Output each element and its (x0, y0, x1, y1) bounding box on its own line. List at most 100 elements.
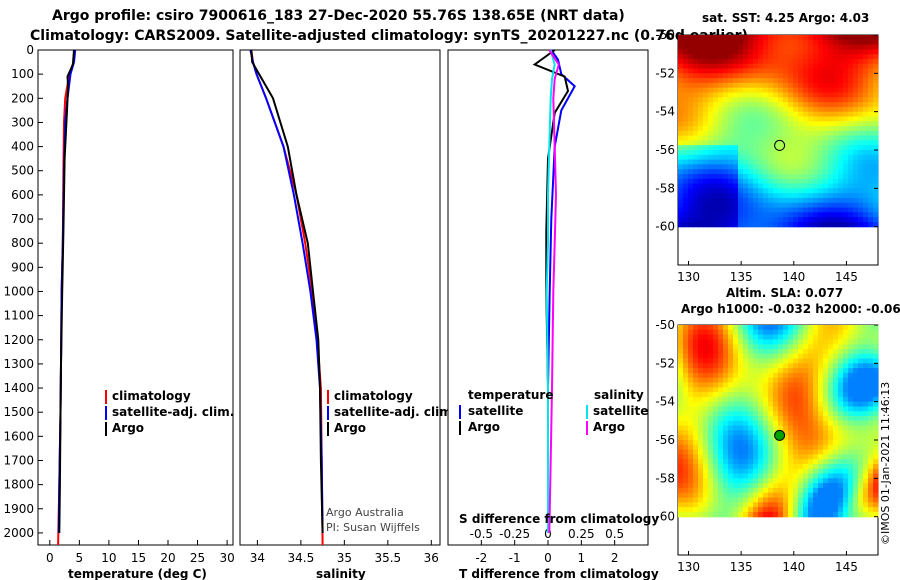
map-cell (828, 430, 834, 436)
map-cell (728, 382, 734, 388)
map-cell (788, 425, 794, 431)
map-cell (778, 449, 784, 455)
map-cell (748, 459, 754, 465)
map-cell (788, 329, 794, 336)
map-cell (678, 411, 684, 417)
map-cell (808, 401, 814, 408)
map-cell (768, 396, 774, 403)
map-cell (843, 392, 849, 398)
map-cell (688, 169, 694, 175)
difference-series (532, 49, 576, 533)
map-cell (768, 49, 774, 55)
map-cell (738, 68, 744, 74)
map-cell (803, 468, 809, 475)
map-cell (718, 425, 724, 431)
map-cell (678, 140, 684, 146)
map-cell (708, 430, 714, 436)
map-cell (753, 130, 759, 137)
map-cell (728, 78, 734, 84)
map-cell (803, 435, 809, 441)
map-cell (758, 44, 764, 50)
map-cell (708, 44, 714, 50)
map-cell (703, 358, 709, 364)
x-tick-label: 0 (544, 551, 552, 565)
map-cell (828, 440, 834, 446)
map-cell (798, 97, 804, 103)
map-cell (838, 459, 844, 465)
map-cell (763, 217, 769, 223)
map-cell (723, 68, 729, 74)
map-cell (838, 492, 844, 499)
map-cell (798, 507, 804, 513)
map-cell (758, 382, 764, 388)
map-cell (788, 483, 794, 489)
map-cell (798, 392, 804, 398)
map-cell (828, 401, 834, 408)
map-x-tick-label: 135 (730, 270, 753, 284)
map-cell (738, 174, 744, 180)
map-cell (778, 150, 784, 156)
map-cell (753, 507, 759, 513)
map-cell (748, 97, 754, 103)
map-cell (743, 54, 749, 60)
map-cell (678, 87, 684, 94)
map-cell (838, 444, 844, 451)
salinity-panel: 34 34.5 35 35.5 36 salinity climatology sate… (239, 49, 456, 580)
map-cell (823, 221, 829, 228)
map-cell (848, 212, 854, 218)
map-cell (788, 396, 794, 403)
map-cell (683, 92, 689, 98)
map-cell (713, 193, 719, 199)
map-cell (868, 207, 874, 213)
map-cell (823, 197, 829, 204)
map-cell (708, 183, 714, 189)
map-cell (763, 135, 769, 141)
map-cell (788, 159, 794, 165)
legend-t-satellite-swatch (459, 405, 461, 419)
map-cell (718, 349, 724, 355)
map-cell (823, 116, 829, 122)
map-cell (823, 511, 829, 518)
map-cell (793, 449, 799, 455)
map-cell (828, 411, 834, 417)
map-cell (788, 178, 794, 185)
map-cell (688, 212, 694, 218)
map-cell (763, 130, 769, 137)
depth-tick-label: 200 (11, 91, 34, 105)
map-cell (863, 334, 869, 340)
map-cell (738, 420, 744, 427)
map-cell (728, 97, 734, 103)
map-cell (838, 140, 844, 146)
map-cell (783, 183, 789, 189)
map-cell (758, 377, 764, 384)
map-cell (858, 483, 864, 489)
map-cell (848, 207, 854, 213)
map-cell (793, 202, 799, 209)
map-cell (703, 349, 709, 355)
map-cell (718, 39, 724, 46)
map-cell (863, 121, 869, 127)
map-cell (833, 78, 839, 84)
map-cell (788, 140, 794, 146)
map-cell (703, 207, 709, 213)
map-cell (753, 116, 759, 122)
map-cell (758, 440, 764, 446)
map-cell (753, 497, 759, 503)
map-cell (793, 159, 799, 165)
map-cell (808, 464, 814, 470)
map-cell (728, 416, 734, 422)
map-cell (738, 59, 744, 65)
map-cell (848, 329, 854, 336)
map-cell (718, 202, 724, 209)
map-cell (818, 159, 824, 165)
map-cell (693, 145, 699, 151)
map-cell (848, 35, 854, 41)
map-cell (798, 401, 804, 408)
map-cell (788, 188, 794, 194)
map-cell (828, 449, 834, 455)
map-cell (778, 106, 784, 113)
map-cell (688, 164, 694, 170)
map-cell (773, 425, 779, 431)
map-cell (693, 154, 699, 161)
map-cell (803, 87, 809, 94)
